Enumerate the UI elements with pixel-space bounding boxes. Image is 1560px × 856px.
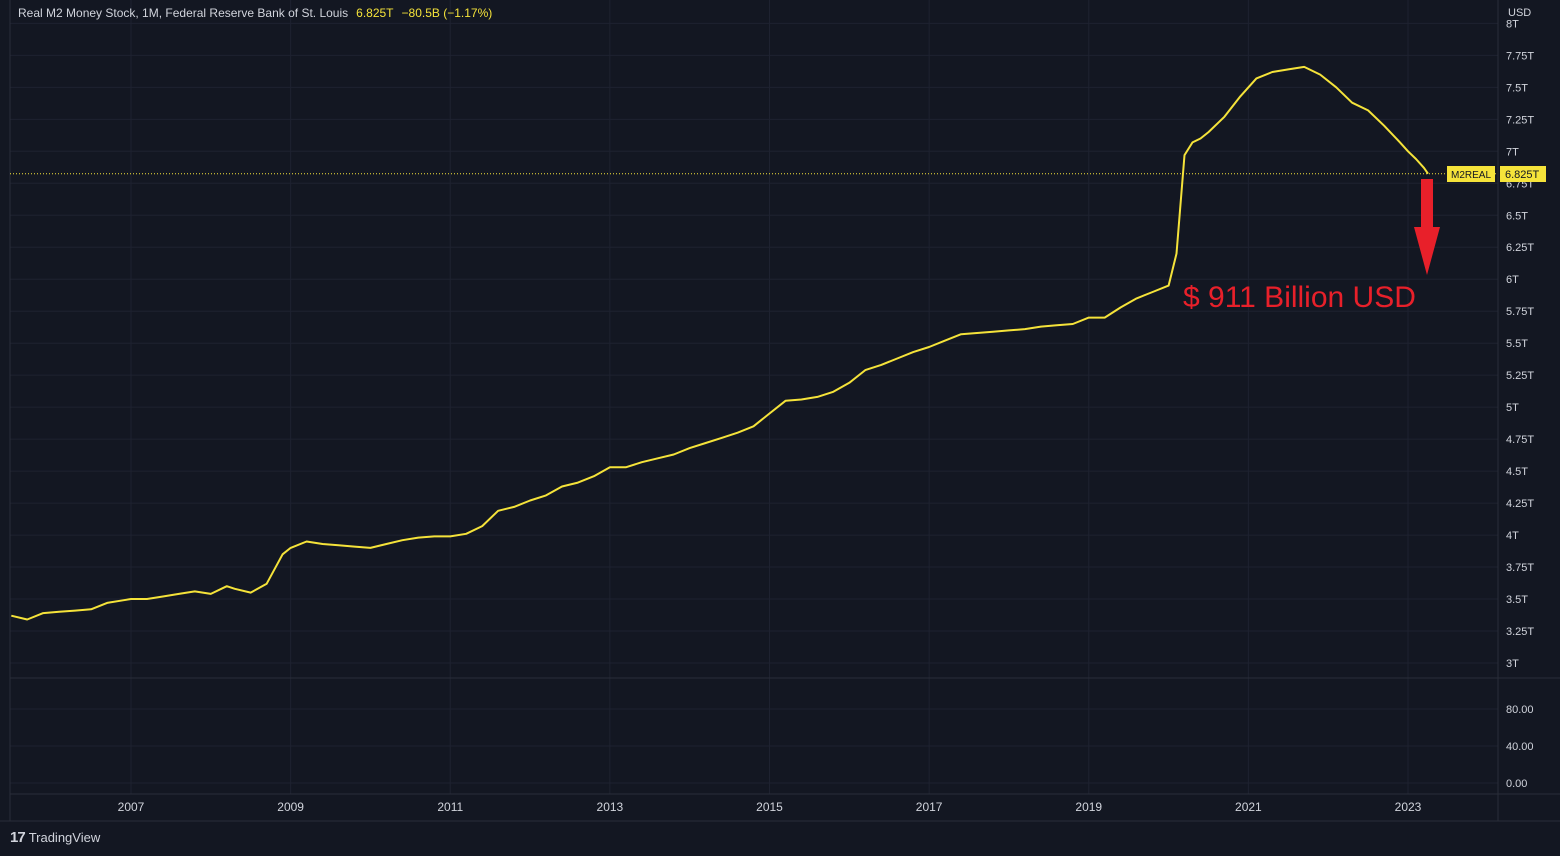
legend-title: Real M2 Money Stock, 1M, Federal Reserve… <box>18 6 349 20</box>
x-tick-label: 2007 <box>118 800 145 814</box>
price-tag-symbol: M2REAL <box>1451 170 1491 181</box>
brand[interactable]: 17 TradingView <box>10 829 100 846</box>
tradingview-logo-icon: 17 <box>10 829 26 846</box>
y-tick-label: 4.5T <box>1506 466 1528 478</box>
arrow-shaft <box>1421 179 1433 229</box>
lower-tick-label: 80.00 <box>1506 704 1534 716</box>
y-tick-label: 4.75T <box>1506 434 1534 446</box>
annotation-text: $ 911 Billion USD <box>1183 281 1416 314</box>
legend-change: −80.5B (−1.17%) <box>401 6 493 20</box>
y-tick-label: 5.5T <box>1506 338 1528 350</box>
annotation: $ 911 Billion USD <box>1183 179 1440 314</box>
y-tick-label: 5T <box>1506 402 1519 414</box>
price-axis[interactable]: 3T 3.25T 3.5T 3.75T 4T 4.25T 4.5T 4.75T 5T 5.25T 5… <box>1506 18 1534 670</box>
price-tag-symbol-bg <box>1447 166 1495 182</box>
y-tick-label: 7T <box>1506 146 1519 158</box>
y-tick-label: 6T <box>1506 274 1519 286</box>
series-line-m2real[interactable] <box>11 65 1429 621</box>
x-tick-label: 2019 <box>1075 800 1102 814</box>
lower-pane-axis: 80.00 40.00 0.00 <box>1506 704 1534 790</box>
price-tag: M2REAL 6.825T <box>1447 166 1546 182</box>
pane-dividers <box>0 0 1560 822</box>
y-tick-label: 6.25T <box>1506 242 1534 254</box>
y-tick-label: 3.25T <box>1506 626 1534 638</box>
y-tick-label: 3T <box>1506 658 1519 670</box>
y-tick-label: 3.75T <box>1506 562 1534 574</box>
y-tick-label: 5.25T <box>1506 370 1534 382</box>
arrow-down-icon <box>1414 227 1440 275</box>
legend[interactable]: Real M2 Money Stock, 1M, Federal Reserve… <box>18 6 492 20</box>
lower-tick-label: 0.00 <box>1506 778 1527 790</box>
currency-label: USD <box>1508 7 1531 19</box>
price-tag-value: 6.825T <box>1505 169 1540 181</box>
x-tick-label: 2013 <box>597 800 624 814</box>
lower-tick-label: 40.00 <box>1506 741 1534 753</box>
legend-last-value: 6.825T <box>356 6 394 20</box>
y-tick-label: 7.75T <box>1506 50 1534 62</box>
x-tick-label: 2021 <box>1235 800 1262 814</box>
y-tick-label: 3.5T <box>1506 594 1528 606</box>
x-tick-label: 2011 <box>437 800 463 814</box>
price-tag-value-bg <box>1500 166 1546 182</box>
y-tick-label: 5.75T <box>1506 306 1534 318</box>
x-tick-label: 2015 <box>756 800 783 814</box>
y-tick-label: 4.25T <box>1506 498 1534 510</box>
y-tick-label: 7.25T <box>1506 114 1534 126</box>
time-axis[interactable]: 2007 2009 2011 2013 2015 2017 2019 2021 2023 <box>118 800 1422 814</box>
y-tick-label: 6.5T <box>1506 210 1528 222</box>
x-tick-label: 2009 <box>277 800 304 814</box>
x-tick-label: 2023 <box>1395 800 1422 814</box>
brand-name: TradingView <box>28 830 101 845</box>
grid <box>10 0 1498 794</box>
y-tick-label: 7.5T <box>1506 82 1528 94</box>
y-tick-label: 8T <box>1506 18 1519 30</box>
x-tick-label: 2017 <box>916 800 943 814</box>
y-tick-label: 4T <box>1506 530 1519 542</box>
